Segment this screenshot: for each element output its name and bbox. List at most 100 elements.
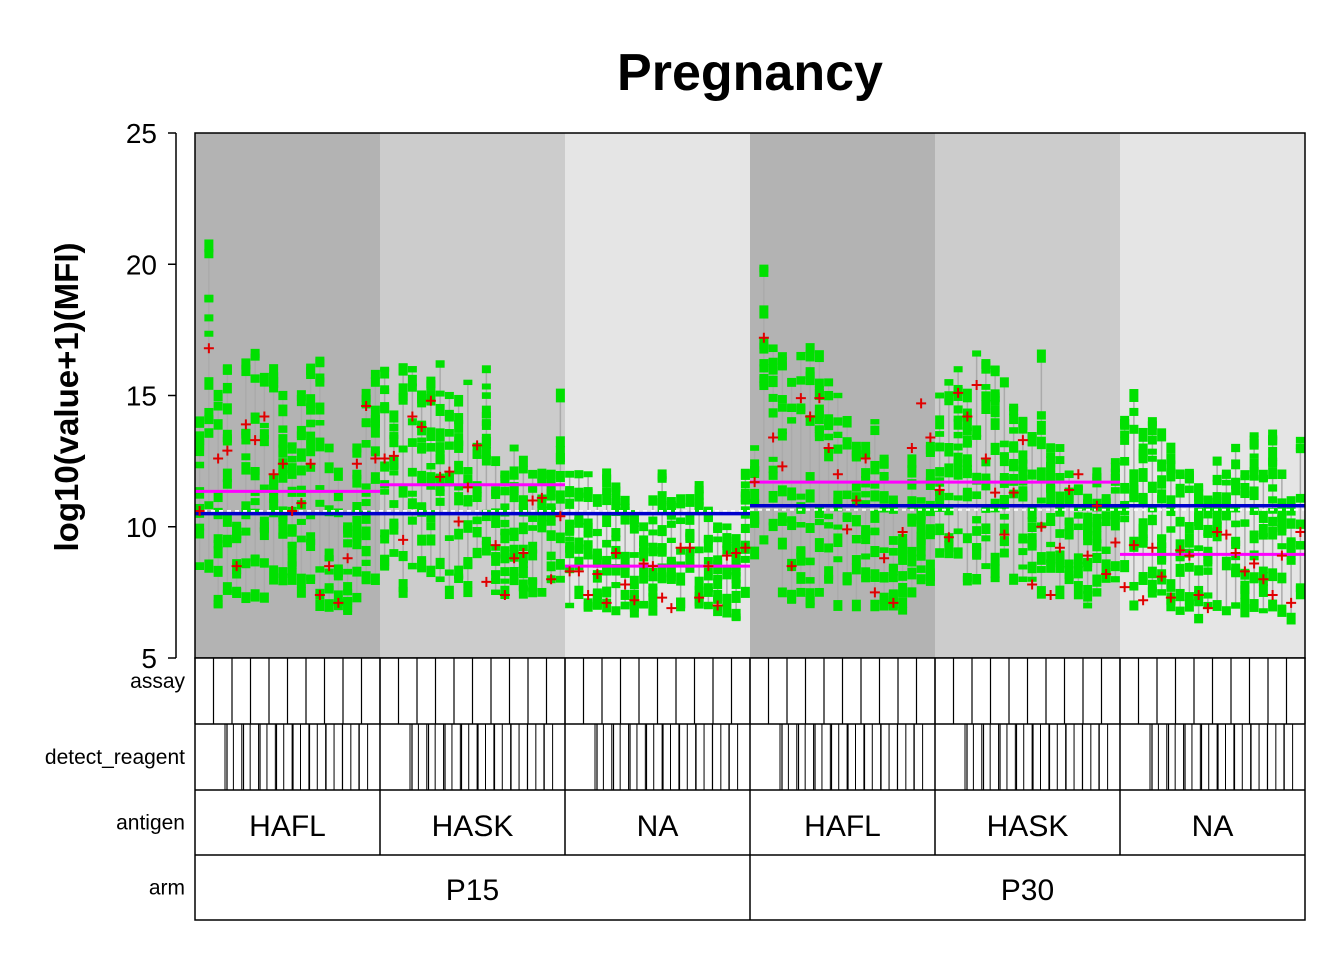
data-point [1268,467,1278,480]
data-point [879,491,889,504]
mean-marker [694,592,705,603]
data-point [981,523,991,535]
mean-marker [990,487,1001,498]
mean-marker [1165,592,1176,603]
data-point [389,470,399,476]
data-point [1055,505,1065,517]
data-point [777,356,787,362]
antigen-label: NA [637,810,679,843]
data-point [500,578,510,584]
data-point [204,559,214,573]
data-point [1027,506,1037,520]
data-point [343,596,353,606]
data-point [676,517,686,524]
data-point [676,503,686,509]
data-point [842,439,852,450]
data-point [259,372,269,387]
data-point [777,352,787,361]
data-point [546,561,556,572]
data-point [722,593,732,605]
data-point [407,418,417,426]
data-point [1101,513,1111,527]
data-point [213,540,223,549]
data-point [269,475,279,486]
data-point [380,529,390,538]
data-point [731,564,741,577]
data-point [1268,599,1278,612]
data-point [898,538,908,549]
mean-marker [601,597,612,608]
antigen-label: HAFL [249,810,326,843]
data-point [324,568,334,575]
data-point [463,474,473,486]
data-point [306,403,316,415]
data-point [805,350,815,362]
data-point [888,590,898,600]
data-point [1138,427,1148,442]
data-point [888,574,898,583]
mean-marker [388,450,399,461]
data-point [814,426,824,438]
data-point [731,534,741,546]
data-point [935,548,945,558]
data-point [722,603,732,618]
data-point [241,364,251,377]
data-point [315,420,325,426]
data-point [953,443,963,451]
mean-marker [231,561,242,572]
data-point [1073,485,1083,496]
data-point [1064,520,1074,532]
data-point [1157,589,1167,596]
data-point [195,487,205,499]
data-point [389,434,399,448]
data-point [1138,572,1148,585]
mean-marker [361,401,372,411]
mean-marker [962,411,973,422]
data-point [750,513,760,519]
data-point [870,569,880,582]
data-point [870,425,880,436]
data-point [722,568,732,575]
data-point [657,476,667,483]
data-point [380,388,390,395]
data-point [1046,443,1056,453]
data-point [962,418,972,431]
data-point [315,566,325,573]
data-point [870,460,880,475]
data-point [1073,561,1083,568]
data-point [805,523,815,533]
data-point [1120,459,1130,466]
data-point [278,513,288,526]
data-point [1110,506,1120,513]
data-point [333,564,343,577]
data-point [352,529,362,539]
data-point [953,466,963,480]
data-point [1073,523,1083,531]
data-point [574,470,584,479]
data-point [602,567,612,576]
mean-marker [1286,597,1297,608]
data-point [370,573,380,585]
data-point [657,563,667,577]
data-point [1166,453,1176,465]
data-point [500,553,510,564]
data-point [518,495,528,509]
data-point [1064,527,1074,540]
data-point [500,503,510,517]
data-point [509,482,519,495]
data-point [1009,427,1019,434]
data-point [999,377,1009,388]
data-point [426,472,436,482]
mean-marker [592,569,603,579]
data-point [417,534,427,546]
mean-markers [194,332,1306,614]
data-point [777,432,787,441]
data-point [306,419,316,428]
data-point [611,606,621,616]
data-point [648,495,658,506]
data-point [370,415,380,423]
data-point [944,492,954,501]
data-point [352,502,362,515]
data-point [1027,433,1037,447]
data-point [250,374,260,383]
